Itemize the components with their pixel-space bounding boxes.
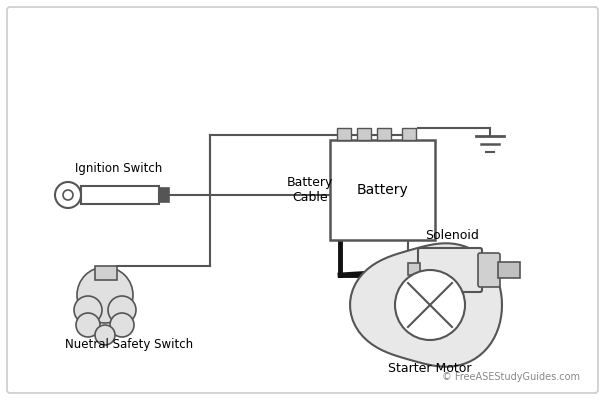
Circle shape [55,182,81,208]
Ellipse shape [108,296,136,324]
Text: Nuetral Safety Switch: Nuetral Safety Switch [65,338,193,351]
FancyBboxPatch shape [478,253,500,287]
Bar [377,128,391,140]
Text: © FreeASEStudyGuides.com: © FreeASEStudyGuides.com [442,372,580,382]
Ellipse shape [76,313,100,337]
Bar [337,128,351,140]
Bar [95,266,117,280]
Ellipse shape [77,267,133,323]
Text: Starter Motor: Starter Motor [388,362,472,375]
Bar [357,128,371,140]
Polygon shape [350,243,502,367]
FancyBboxPatch shape [418,248,482,292]
Bar [81,186,159,204]
Ellipse shape [95,325,115,345]
FancyBboxPatch shape [7,7,598,393]
Bar [498,262,520,278]
Ellipse shape [110,313,134,337]
Bar [402,128,416,140]
Ellipse shape [74,296,102,324]
Text: Solenoid: Solenoid [425,229,479,242]
Bar [330,140,435,240]
Text: Battery: Battery [356,183,408,197]
Text: Battery
Cable: Battery Cable [287,176,333,204]
Text: Ignition Switch: Ignition Switch [75,162,162,175]
FancyBboxPatch shape [159,188,169,202]
Bar [408,263,420,275]
Circle shape [395,270,465,340]
